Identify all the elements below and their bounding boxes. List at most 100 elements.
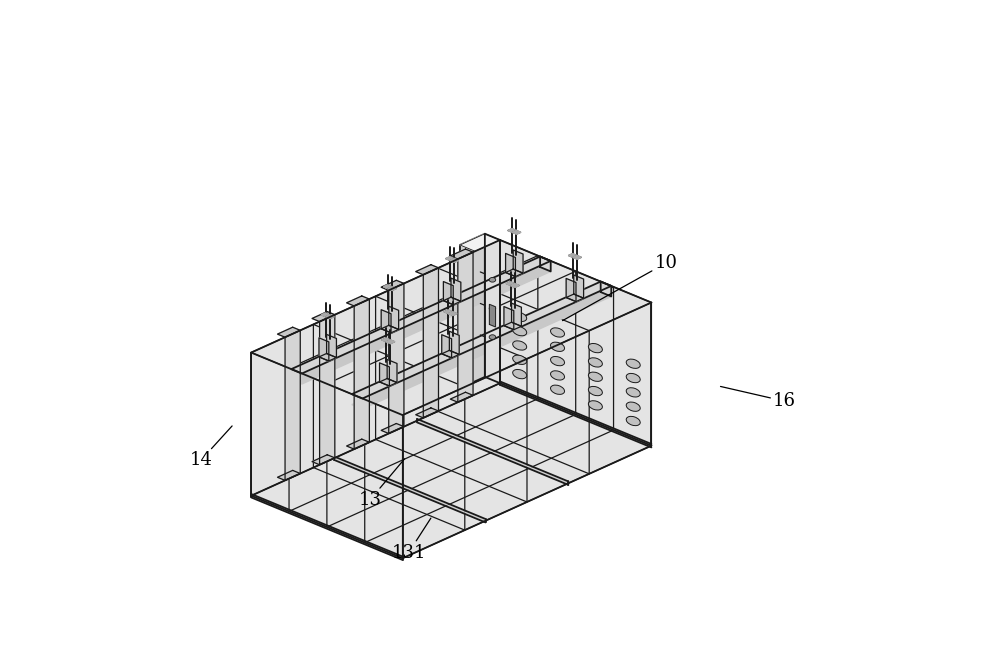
Polygon shape xyxy=(291,256,551,373)
Polygon shape xyxy=(504,307,514,330)
Polygon shape xyxy=(386,340,395,344)
Polygon shape xyxy=(386,340,395,344)
Polygon shape xyxy=(285,330,300,481)
Polygon shape xyxy=(568,254,577,257)
Polygon shape xyxy=(376,296,527,502)
Polygon shape xyxy=(506,253,515,276)
Polygon shape xyxy=(365,287,614,543)
Polygon shape xyxy=(321,313,330,317)
Ellipse shape xyxy=(551,342,565,352)
Polygon shape xyxy=(382,338,390,342)
Polygon shape xyxy=(320,315,335,465)
Polygon shape xyxy=(319,338,329,361)
Polygon shape xyxy=(389,284,404,434)
Polygon shape xyxy=(485,234,500,383)
Polygon shape xyxy=(326,315,334,319)
Polygon shape xyxy=(512,231,521,234)
Text: 14: 14 xyxy=(189,426,232,469)
Polygon shape xyxy=(382,338,390,342)
Polygon shape xyxy=(449,331,459,354)
Ellipse shape xyxy=(551,328,565,337)
Ellipse shape xyxy=(588,387,602,396)
Polygon shape xyxy=(291,267,551,384)
Polygon shape xyxy=(381,310,391,333)
Polygon shape xyxy=(347,296,369,306)
Polygon shape xyxy=(500,240,651,446)
Ellipse shape xyxy=(513,355,527,364)
Polygon shape xyxy=(601,282,611,296)
Polygon shape xyxy=(312,455,335,465)
Polygon shape xyxy=(506,282,515,286)
Ellipse shape xyxy=(513,369,527,379)
Polygon shape xyxy=(389,306,399,329)
Polygon shape xyxy=(573,255,581,259)
Polygon shape xyxy=(313,325,465,530)
Polygon shape xyxy=(334,458,486,521)
Polygon shape xyxy=(512,303,521,327)
Polygon shape xyxy=(508,229,516,233)
Polygon shape xyxy=(566,278,576,301)
Ellipse shape xyxy=(489,306,496,311)
Polygon shape xyxy=(416,264,438,275)
Polygon shape xyxy=(251,496,403,559)
Polygon shape xyxy=(251,240,651,415)
Polygon shape xyxy=(251,352,403,559)
Polygon shape xyxy=(460,234,485,388)
Polygon shape xyxy=(347,439,369,449)
Polygon shape xyxy=(321,313,330,317)
Ellipse shape xyxy=(626,416,640,426)
Polygon shape xyxy=(460,234,500,251)
Polygon shape xyxy=(383,285,392,289)
Ellipse shape xyxy=(588,401,602,410)
Polygon shape xyxy=(381,280,404,290)
Polygon shape xyxy=(388,287,396,290)
Ellipse shape xyxy=(588,344,602,353)
Polygon shape xyxy=(566,294,584,301)
Polygon shape xyxy=(327,334,336,358)
Polygon shape xyxy=(380,379,397,386)
Ellipse shape xyxy=(626,388,640,397)
Polygon shape xyxy=(450,258,459,262)
Polygon shape xyxy=(504,322,521,330)
Polygon shape xyxy=(327,271,576,527)
Ellipse shape xyxy=(489,278,496,282)
Polygon shape xyxy=(574,275,584,298)
Polygon shape xyxy=(417,420,568,483)
Ellipse shape xyxy=(551,371,565,380)
Polygon shape xyxy=(500,240,651,446)
Polygon shape xyxy=(442,350,459,358)
Polygon shape xyxy=(568,254,577,257)
Polygon shape xyxy=(423,268,438,418)
Text: 131: 131 xyxy=(391,518,431,562)
Polygon shape xyxy=(251,240,500,496)
Polygon shape xyxy=(458,253,473,403)
Polygon shape xyxy=(387,360,397,383)
Ellipse shape xyxy=(551,356,565,366)
Polygon shape xyxy=(573,255,581,259)
Text: 16: 16 xyxy=(721,387,796,410)
Polygon shape xyxy=(354,299,369,449)
Polygon shape xyxy=(489,304,495,327)
Polygon shape xyxy=(444,310,453,314)
Polygon shape xyxy=(450,249,473,259)
Polygon shape xyxy=(444,310,453,314)
Polygon shape xyxy=(443,282,453,305)
Polygon shape xyxy=(438,268,589,474)
Polygon shape xyxy=(251,240,500,496)
Polygon shape xyxy=(513,250,523,273)
Polygon shape xyxy=(506,269,523,276)
Polygon shape xyxy=(443,297,461,305)
Polygon shape xyxy=(508,229,516,233)
Polygon shape xyxy=(352,292,611,409)
Ellipse shape xyxy=(588,372,602,381)
Polygon shape xyxy=(277,327,300,337)
Polygon shape xyxy=(381,325,399,333)
Polygon shape xyxy=(512,231,521,234)
Polygon shape xyxy=(448,312,457,315)
Polygon shape xyxy=(319,354,336,361)
Ellipse shape xyxy=(513,341,527,350)
Ellipse shape xyxy=(588,358,602,367)
Polygon shape xyxy=(510,284,519,288)
Polygon shape xyxy=(326,315,334,319)
Polygon shape xyxy=(277,471,300,481)
